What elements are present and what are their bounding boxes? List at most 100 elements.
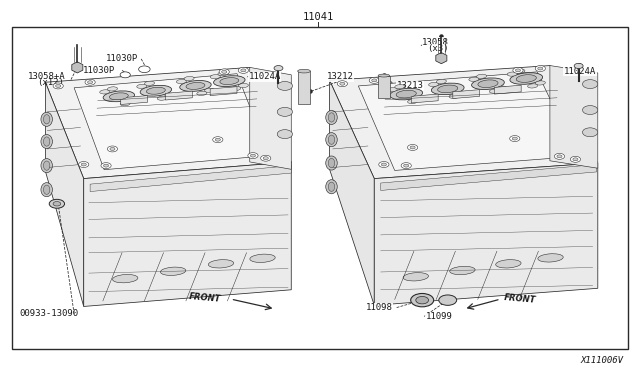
Polygon shape [90, 166, 291, 192]
Circle shape [274, 65, 283, 71]
Ellipse shape [161, 267, 186, 275]
Circle shape [538, 67, 543, 70]
Ellipse shape [184, 76, 194, 81]
Ellipse shape [197, 91, 207, 96]
Polygon shape [210, 87, 237, 96]
Ellipse shape [378, 74, 390, 77]
Text: 11024A: 11024A [564, 67, 596, 76]
Ellipse shape [220, 78, 239, 84]
Ellipse shape [103, 91, 134, 102]
Ellipse shape [145, 81, 154, 86]
Ellipse shape [298, 69, 310, 73]
Circle shape [582, 128, 598, 137]
Polygon shape [381, 164, 596, 190]
Circle shape [557, 155, 562, 158]
Ellipse shape [438, 85, 458, 93]
Ellipse shape [538, 254, 563, 262]
Polygon shape [298, 71, 310, 105]
Text: 11041: 11041 [303, 12, 333, 22]
Circle shape [56, 84, 61, 87]
Ellipse shape [137, 84, 147, 89]
Circle shape [248, 153, 258, 158]
Circle shape [139, 66, 150, 73]
Text: (x3): (x3) [428, 44, 449, 53]
Ellipse shape [44, 115, 50, 124]
Text: 11098: 11098 [366, 303, 393, 312]
Ellipse shape [204, 88, 214, 93]
Polygon shape [84, 162, 291, 307]
Circle shape [574, 63, 583, 68]
Polygon shape [412, 94, 438, 103]
Ellipse shape [218, 72, 228, 76]
Circle shape [369, 77, 380, 83]
Ellipse shape [396, 90, 416, 98]
Circle shape [101, 163, 111, 169]
Circle shape [411, 294, 434, 307]
Text: 11099: 11099 [426, 312, 452, 321]
Bar [12, 27, 628, 349]
Circle shape [439, 295, 457, 305]
Text: X111006V: X111006V [580, 356, 623, 365]
Polygon shape [330, 80, 374, 305]
Circle shape [379, 161, 389, 167]
Ellipse shape [120, 102, 131, 106]
Text: FRONT: FRONT [189, 292, 222, 304]
Circle shape [381, 163, 387, 166]
Circle shape [513, 67, 523, 73]
Ellipse shape [496, 260, 521, 268]
Ellipse shape [165, 93, 175, 97]
Ellipse shape [527, 84, 538, 88]
Circle shape [53, 83, 63, 89]
Ellipse shape [210, 74, 220, 79]
Ellipse shape [395, 84, 405, 89]
Ellipse shape [515, 69, 525, 73]
Circle shape [277, 108, 292, 116]
Ellipse shape [326, 133, 337, 147]
Polygon shape [121, 96, 148, 105]
Circle shape [53, 202, 61, 206]
Ellipse shape [449, 94, 459, 99]
Ellipse shape [415, 96, 426, 100]
Polygon shape [72, 62, 83, 73]
Ellipse shape [535, 81, 545, 85]
Text: 11030P: 11030P [106, 54, 138, 63]
Ellipse shape [113, 275, 138, 283]
Ellipse shape [436, 79, 446, 84]
Ellipse shape [214, 76, 245, 87]
Text: 13058+A: 13058+A [28, 72, 65, 81]
Ellipse shape [108, 87, 118, 91]
Ellipse shape [140, 85, 172, 96]
Circle shape [120, 72, 131, 78]
Circle shape [263, 157, 268, 160]
Circle shape [277, 130, 292, 138]
Ellipse shape [457, 91, 467, 96]
Text: 13213: 13213 [397, 81, 424, 90]
Ellipse shape [510, 73, 543, 84]
Ellipse shape [403, 273, 428, 281]
Ellipse shape [100, 90, 110, 94]
Ellipse shape [238, 83, 248, 88]
Text: 00933-13090: 00933-13090 [20, 310, 79, 318]
Circle shape [215, 138, 220, 141]
Circle shape [372, 79, 377, 82]
Circle shape [416, 296, 429, 304]
Text: FRONT: FRONT [503, 293, 536, 305]
Ellipse shape [128, 99, 138, 103]
Ellipse shape [326, 156, 337, 170]
Circle shape [241, 69, 246, 72]
Polygon shape [374, 163, 598, 305]
Circle shape [515, 69, 520, 72]
Ellipse shape [328, 182, 335, 191]
Ellipse shape [209, 260, 234, 268]
Polygon shape [550, 65, 598, 168]
Ellipse shape [390, 88, 422, 100]
Circle shape [582, 80, 598, 89]
Circle shape [582, 106, 598, 115]
Ellipse shape [408, 99, 418, 103]
Circle shape [554, 153, 564, 159]
Ellipse shape [147, 87, 165, 94]
Polygon shape [358, 72, 577, 170]
Circle shape [509, 136, 520, 141]
Ellipse shape [477, 74, 486, 78]
Ellipse shape [450, 266, 475, 275]
